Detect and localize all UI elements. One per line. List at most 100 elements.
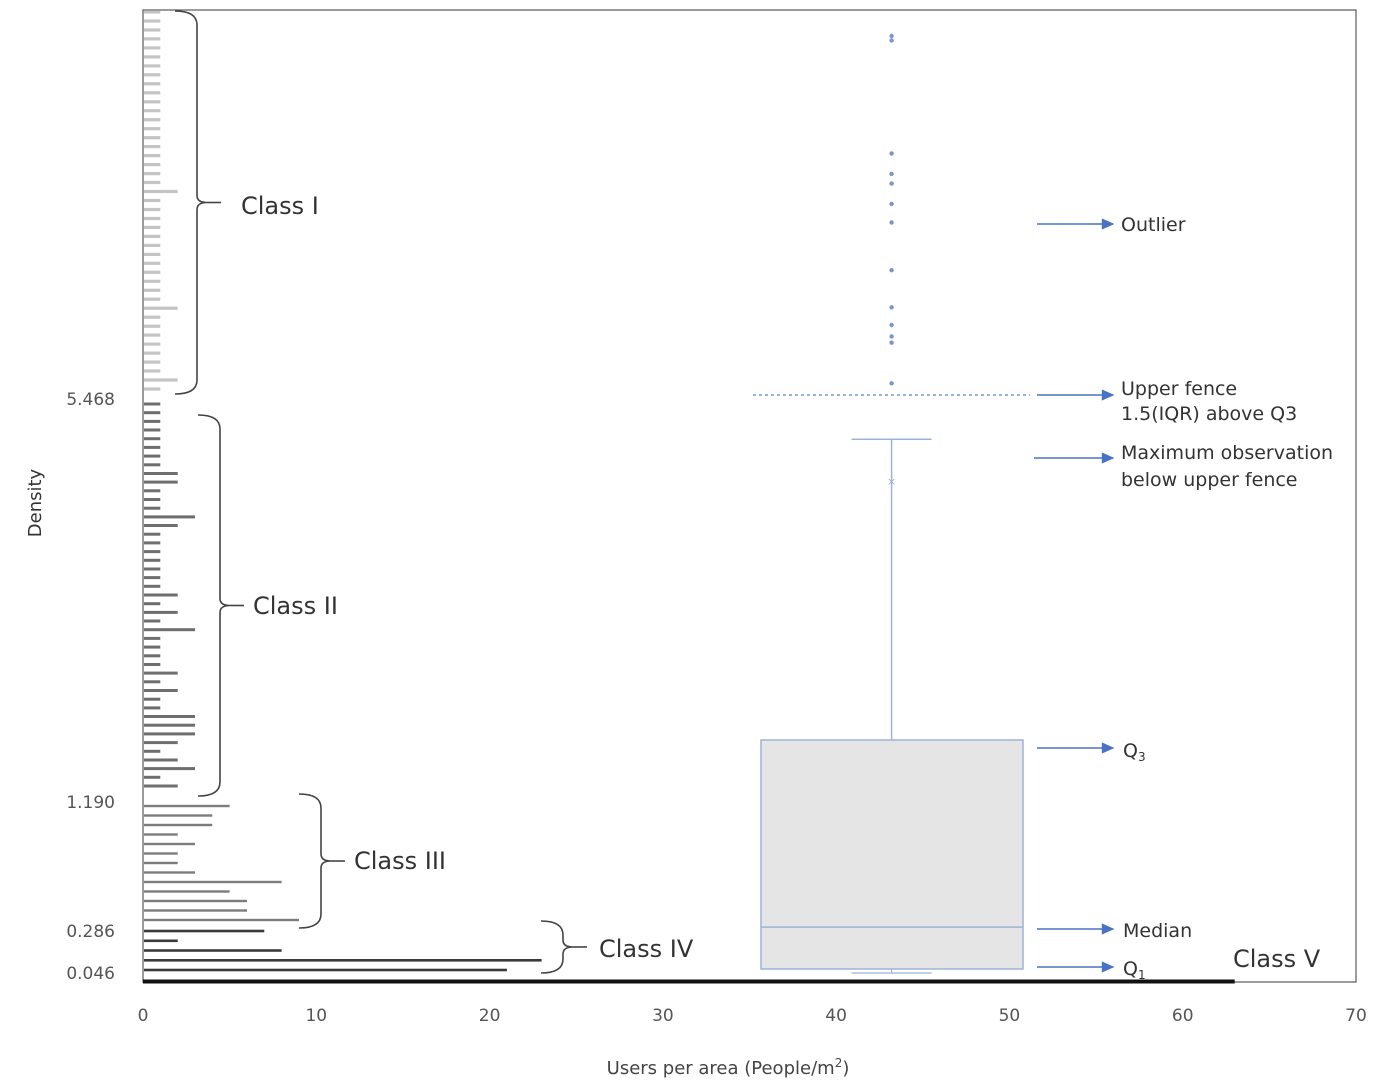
bar-class-ii-33 [144,680,161,684]
bar-class-ii-41 [144,749,161,753]
bar-class-ii-22 [144,584,161,588]
bar-class-ii-2 [144,411,161,415]
bar-class-i-23 [144,207,161,212]
annotation-q3: Q3 [1123,740,1146,764]
plot-frame [142,9,1357,983]
bar-class-ii-25 [144,610,178,614]
bar-class-i-21 [144,189,178,194]
outlier-point-1 [889,381,894,386]
outlier-point-3 [889,334,894,339]
outlier-point-13 [889,33,894,39]
bar-class-i-3 [144,28,161,32]
bar-class-i-35 [144,315,161,319]
annotations-layer: Outlier Upper fence 1.5(IQR) above Q3 Maxim… [1034,214,1333,982]
bar-class-ii-21 [144,576,161,580]
bar-class-ii-36 [144,706,161,710]
bar-class-ii-14 [144,515,195,519]
bar-class-i-26 [144,234,161,238]
bar-class-ii-31 [144,663,161,666]
bar-class-ii-23 [144,593,178,597]
outlier-point-8 [889,201,894,207]
bar-class-v-1 [143,979,1235,984]
bar-class-i-32 [144,288,161,292]
bar-class-i-8 [144,73,161,77]
bar-class-i-25 [144,225,161,229]
bar-class-iii-8 [144,871,195,874]
x-axis-ticks: 0 10 20 30 40 50 60 70 [138,1006,1367,1026]
bar-class-i-43 [144,387,161,391]
bar-class-ii-29 [144,645,161,649]
bar-class-i-19 [144,172,161,176]
bar-class-ii-38 [144,723,195,727]
bar-class-ii-35 [144,697,161,701]
bar-class-ii-6 [144,445,161,449]
outlier-point-11 [889,151,894,156]
outlier-point-6 [889,268,894,273]
bar-class-ii-5 [144,437,161,441]
class-label-1: Class I [241,192,319,220]
bar-class-ii-8 [144,463,161,467]
x-tick-50: 50 [999,1006,1021,1026]
bar-class-i-36 [144,324,161,328]
bar-class-i-2 [144,19,161,23]
bar-class-ii-1 [144,402,161,406]
bar-class-i-11 [144,100,161,104]
class-brackets: Class I Class II Class III Class IV Class V [174,10,1321,974]
bar-class-ii-27 [144,628,195,632]
bar-class-iii-7 [144,861,178,865]
bar-class-ii-39 [144,732,195,736]
annotation-median: Median [1123,920,1192,942]
bar-class-iii-6 [144,852,178,855]
bar-class-i-12 [144,109,161,113]
bar-class-ii-11 [144,489,161,493]
density-label-5-468: 5.468 [66,390,115,410]
bar-class-iii-11 [144,899,247,903]
bar-class-iv-2 [144,939,178,943]
annotation-outlier: Outlier [1121,214,1186,236]
bar-class-iv-3 [144,949,282,952]
outlier-point-4 [889,322,894,328]
bar-class-ii-16 [144,532,161,536]
bar-class-iii-12 [144,909,247,912]
bar-class-ii-9 [144,472,178,475]
mean-marker: × [887,475,896,488]
bars-layer [143,10,1235,984]
x-tick-30: 30 [652,1006,674,1026]
x-tick-40: 40 [825,1006,847,1026]
class-i-bracket [174,10,208,395]
annotation-upper-fence-2: 1.5(IQR) above Q3 [1121,403,1297,425]
bar-class-iv-1 [144,929,265,933]
bar-class-ii-4 [144,428,161,432]
bar-class-ii-42 [144,758,178,762]
bar-class-ii-26 [144,619,161,623]
outlier-point-9 [889,181,894,186]
bar-class-iii-9 [144,880,282,884]
bar-class-i-34 [144,306,178,310]
bar-class-i-4 [144,37,161,41]
density-label-0-286: 0.286 [66,922,115,942]
bar-class-i-27 [144,243,161,247]
bar-class-i-30 [144,270,161,274]
bar-class-iii-13 [144,918,299,922]
outlier-point-5 [889,305,894,310]
bar-class-i-42 [144,378,178,382]
bar-class-ii-45 [144,784,178,788]
class-label-5: Class V [1233,945,1321,973]
bar-class-i-33 [144,297,161,301]
x-tick-60: 60 [1172,1006,1194,1026]
bar-class-iii-5 [144,842,195,846]
bar-class-iv-4 [144,959,542,962]
x-axis-title: Users per area (People/m2) [607,1056,850,1079]
bar-class-iv-5 [144,968,507,972]
bar-class-i-41 [144,369,161,373]
bar-class-ii-19 [144,558,161,562]
outlier-point-10 [889,171,894,177]
bar-class-ii-17 [144,541,161,545]
bar-class-ii-30 [144,654,161,658]
class-label-4: Class IV [599,935,694,963]
annotation-upper-fence-1: Upper fence [1121,378,1237,400]
bar-class-i-29 [144,261,161,265]
bar-class-i-5 [144,46,161,50]
annotation-max-obs-1: Maximum observation [1121,442,1333,464]
